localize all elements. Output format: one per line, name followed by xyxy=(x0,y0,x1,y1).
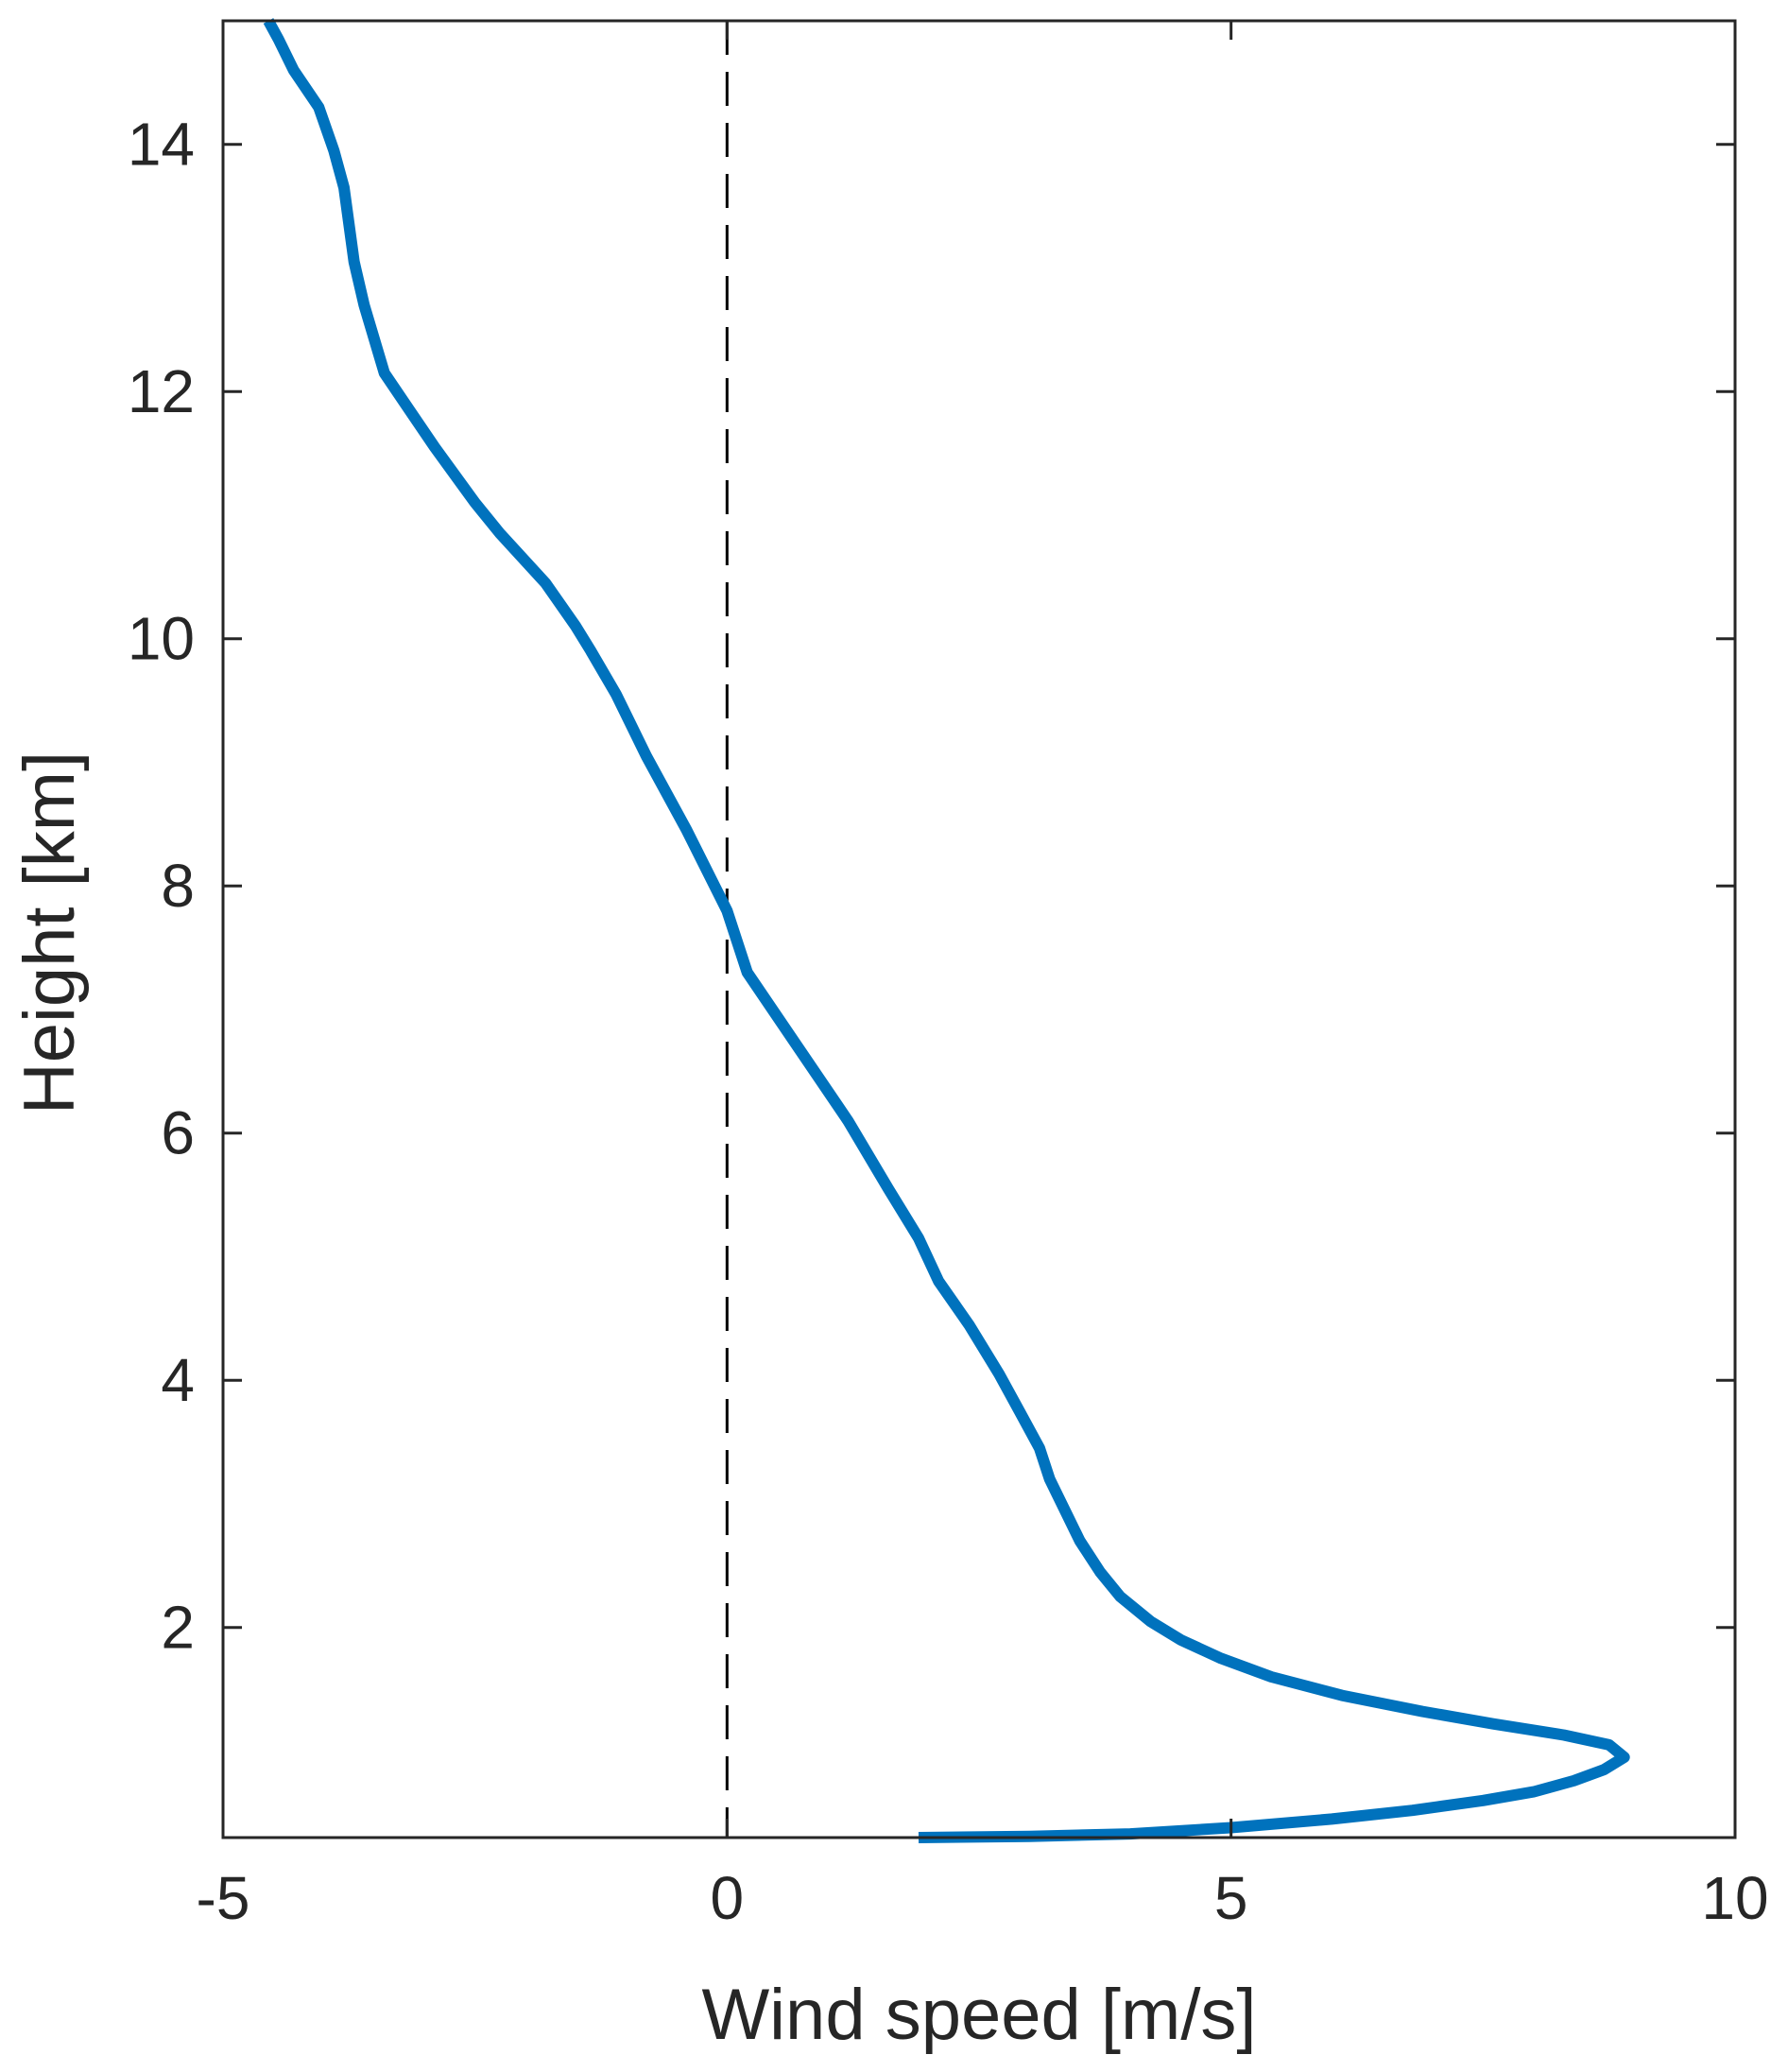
x-tick-label: -5 xyxy=(197,1864,250,1932)
y-tick-label: 4 xyxy=(161,1346,195,1414)
axis-labels: Wind speed [m/s] Height [km] xyxy=(9,751,1257,2055)
x-axis-title: Wind speed [m/s] xyxy=(701,1975,1256,2055)
wind-speed-series-line xyxy=(263,18,1630,1843)
x-tick-label: 10 xyxy=(1701,1864,1768,1932)
y-tick-label: 14 xyxy=(128,111,195,179)
axes-box xyxy=(221,19,1737,1839)
y-tick-label: 10 xyxy=(128,605,195,673)
y-axis-title: Height [km] xyxy=(9,751,90,1114)
y-tick-label: 6 xyxy=(161,1099,195,1167)
axes: -5 0 5 10 2 4 6 8 10 12 14 xyxy=(128,19,1769,1932)
plot-area xyxy=(263,18,1630,1843)
x-tick-label: 5 xyxy=(1214,1864,1248,1932)
y-tick-label: 12 xyxy=(128,357,195,425)
y-tick-label: 8 xyxy=(161,852,195,920)
y-tick-label: 2 xyxy=(161,1594,195,1662)
x-tick-label: 0 xyxy=(711,1864,745,1932)
